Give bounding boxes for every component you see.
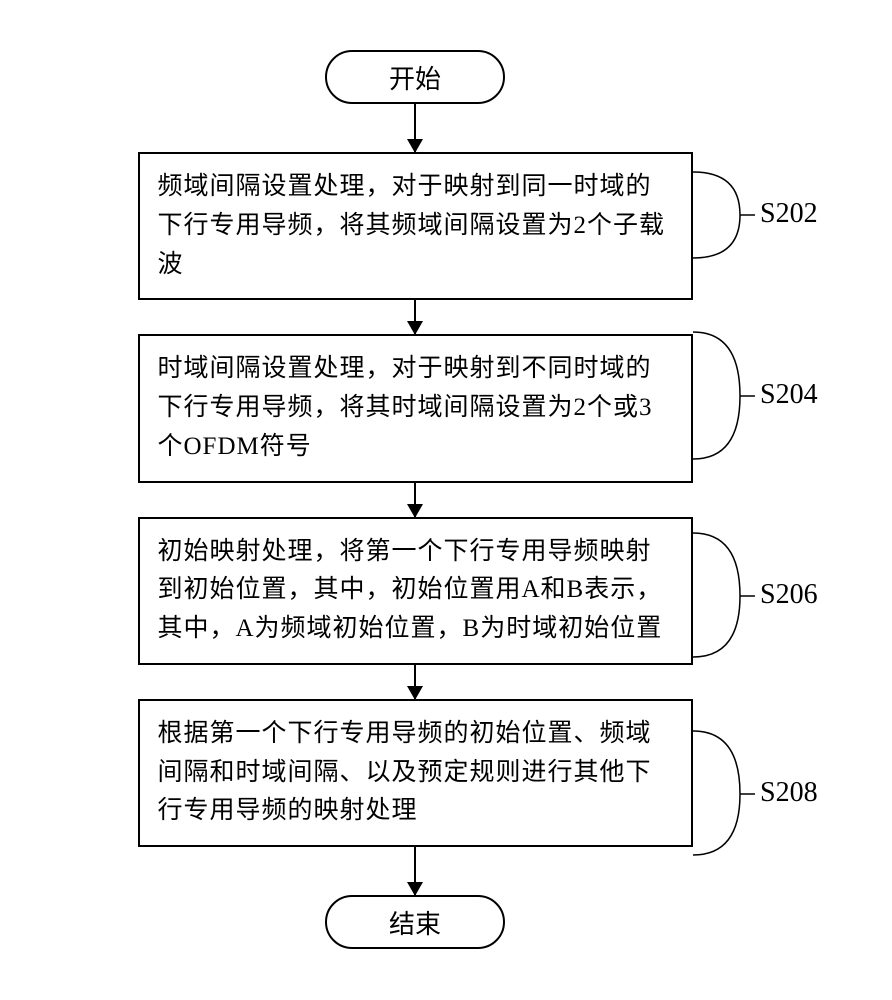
start-label: 开始 xyxy=(389,59,441,96)
arrow xyxy=(90,104,740,152)
arrow xyxy=(90,847,740,895)
end-label: 结束 xyxy=(389,904,441,941)
flowchart: 开始 频域间隔设置处理，对于映射到同一时域的下行专用导频，将其频域间隔设置为2个… xyxy=(90,50,740,949)
step-text: 根据第一个下行专用导频的初始位置、频域间隔和时域间隔、以及预定规则进行其他下行专… xyxy=(158,720,652,825)
process-step: 根据第一个下行专用导频的初始位置、频域间隔和时域间隔、以及预定规则进行其他下行专… xyxy=(138,699,693,847)
arrow xyxy=(90,300,740,334)
arrow xyxy=(90,665,740,699)
end-terminator: 结束 xyxy=(325,895,505,949)
step-id-label: S204 xyxy=(760,379,818,411)
step-id-label: S208 xyxy=(760,777,818,809)
process-step: 初始映射处理，将第一个下行专用导频映射到初始位置，其中，初始位置用A和B表示，其… xyxy=(138,517,693,665)
process-step: 频域间隔设置处理，对于映射到同一时域的下行专用导频，将其频域间隔设置为2个子载波 xyxy=(138,152,693,300)
process-step: 时域间隔设置处理，对于映射到不同时域的下行专用导频，将其时域间隔设置为2个或3个… xyxy=(138,334,693,482)
arrow xyxy=(90,483,740,517)
step-text: 频域间隔设置处理，对于映射到同一时域的下行专用导频，将其频域间隔设置为2个子载波 xyxy=(158,173,666,278)
step-id-label: S202 xyxy=(760,198,818,230)
start-terminator: 开始 xyxy=(325,50,505,104)
step-text: 时域间隔设置处理，对于映射到不同时域的下行专用导频，将其时域间隔设置为2个或3个… xyxy=(158,355,653,460)
step-id-label: S206 xyxy=(760,579,818,611)
step-text: 初始映射处理，将第一个下行专用导频映射到初始位置，其中，初始位置用A和B表示，其… xyxy=(158,538,663,643)
